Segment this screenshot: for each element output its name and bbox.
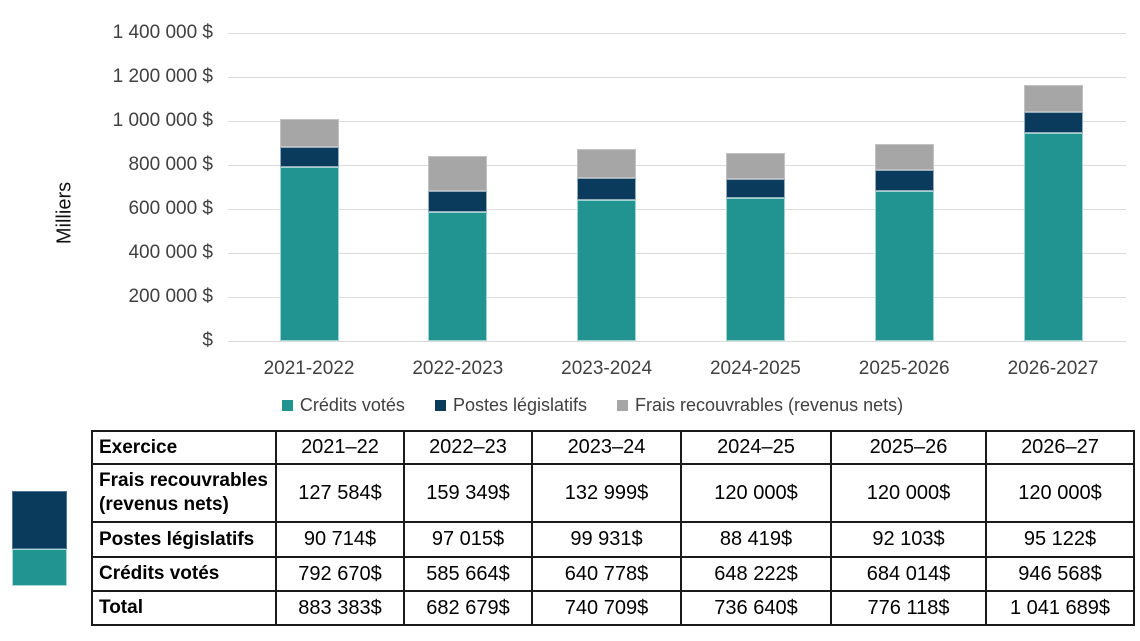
table-value-cell: 736 640$ (680, 590, 832, 626)
x-axis-label: 2022-2023 (412, 358, 504, 379)
bar-segment-postes-l-gislatifs (279, 146, 339, 167)
table-year-header: 2023–24 (531, 430, 682, 465)
legend-swatch-icon (281, 399, 293, 411)
table-row: Total 883 383$ 682 679$ 740 709$ 736 640$ 776… (91, 590, 1135, 626)
bar-segment-postes-l-gislatifs (1023, 111, 1083, 133)
table-value-cell: 682 679$ (403, 590, 533, 626)
table-year-header: 2024–25 (680, 430, 832, 465)
table-value-cell: 120 000$ (830, 463, 987, 523)
table-value-cell: 1 041 689$ (985, 590, 1135, 626)
bar-segment-cr-dits-vot-s (1023, 132, 1083, 341)
table-body: Frais recouvrables (revenus nets) 127 584… (91, 463, 1135, 626)
table-row: Postes législatifs 90 714$ 97 015$ 99 931$ 8… (91, 521, 1135, 558)
bar-segment-cr-dits-vot-s (725, 198, 785, 341)
bar-segment-postes-l-gislatifs (874, 170, 934, 191)
table-value-cell: 88 419$ (680, 521, 832, 558)
table-value-cell: 883 383$ (275, 590, 405, 626)
table-value-cell: 684 014$ (830, 556, 987, 592)
table-value-cell: 792 670$ (275, 556, 405, 592)
table-year-header: 2021–22 (275, 430, 405, 465)
table-corner-cell: Exercice (91, 430, 277, 465)
x-axis-label: 2026-2027 (1007, 358, 1099, 379)
legend-item: Frais recouvrables (revenus nets) (617, 395, 903, 416)
gridline (228, 297, 1126, 298)
table-value-cell: 946 568$ (985, 556, 1135, 592)
table-header-row: Exercice 2021–22 2022–23 2023–24 2024–25 2025… (91, 430, 1135, 465)
bar-segment-cr-dits-vot-s (428, 212, 488, 341)
table-value-cell: 120 000$ (985, 463, 1135, 523)
table-value-cell: 132 999$ (531, 463, 682, 523)
table-value-cell: 640 778$ (531, 556, 682, 592)
bar-segment-frais-recouvrables-revenus-nets (279, 118, 339, 147)
legend-swatch-icon (434, 399, 446, 411)
legend-item: Crédits votés (281, 394, 405, 416)
table-value-cell: 648 222$ (680, 556, 832, 592)
y-tick-label: 400 000 $ (128, 242, 213, 263)
legend-item: Postes législatifs (434, 394, 587, 416)
y-tick-label: 200 000 $ (128, 286, 213, 307)
bar-segment-cr-dits-vot-s (279, 166, 339, 341)
table-value-cell: 740 709$ (531, 590, 682, 626)
bar-segment-postes-l-gislatifs (428, 190, 488, 213)
x-axis-label: 2024-2025 (709, 358, 801, 379)
table-value-cell: 95 122$ (985, 521, 1135, 558)
gridline (228, 341, 1126, 342)
legend-label: Postes législatifs (452, 394, 587, 415)
bar-segment-frais-recouvrables-revenus-nets (428, 155, 488, 191)
table-value-cell: 127 584$ (275, 463, 405, 523)
table-value-cell: 776 118$ (830, 590, 987, 626)
table-row-label: Crédits votés (91, 556, 277, 592)
table-value-cell: 585 664$ (403, 556, 533, 592)
table-row-label: Frais recouvrables (revenus nets) (91, 463, 277, 523)
y-tick-label: 600 000 $ (128, 198, 213, 219)
plot-area (228, 33, 1126, 342)
table-row: Frais recouvrables (revenus nets) 127 584… (91, 463, 1135, 523)
table-row-label: Postes législatifs (91, 521, 277, 558)
x-axis-label: 2021-2022 (263, 358, 355, 379)
y-tick-label: 1 400 000 $ (112, 22, 213, 43)
y-tick-label: 800 000 $ (128, 154, 213, 175)
bar-segment-postes-l-gislatifs (725, 178, 785, 199)
table-value-cell: 97 015$ (403, 521, 533, 558)
table-value-cell: 120 000$ (680, 463, 832, 523)
x-axis-label: 2025-2026 (858, 358, 950, 379)
y-tick-label: 1 200 000 $ (112, 66, 213, 87)
legend-swatch-icon (617, 399, 628, 411)
x-axis-label: 2023-2024 (561, 358, 653, 379)
bar-segment-cr-dits-vot-s (577, 200, 637, 341)
bar-segment-postes-l-gislatifs (577, 178, 637, 201)
bar-segment-frais-recouvrables-revenus-nets (725, 152, 785, 179)
decoration-teal-swatch (12, 549, 67, 586)
table-value-cell: 99 931$ (531, 521, 682, 558)
table-header: Exercice 2021–22 2022–23 2023–24 2024–25 2025… (91, 430, 1135, 465)
gridline (228, 253, 1126, 254)
budget-data-table: Exercice 2021–22 2022–23 2023–24 2024–25 2025… (91, 430, 1135, 626)
chart-legend: Crédits votés Postes législatifs Frais rec… (45, 393, 1140, 417)
legend-label: Crédits votés (299, 394, 405, 415)
gridline (228, 165, 1126, 166)
legend-label: Frais recouvrables (revenus nets) (635, 394, 904, 415)
gridline (228, 209, 1126, 210)
bar-segment-frais-recouvrables-revenus-nets (577, 148, 637, 179)
y-tick-label: $ (202, 330, 213, 351)
decoration-navy-swatch (12, 491, 67, 549)
y-tick-label: 1 000 000 $ (112, 110, 213, 131)
table-value-cell: 90 714$ (275, 521, 405, 558)
table-value-cell: 159 349$ (403, 463, 533, 523)
table-value-cell: 92 103$ (830, 521, 987, 558)
table-year-header: 2026–27 (985, 430, 1135, 465)
bar-segment-frais-recouvrables-revenus-nets (874, 143, 934, 171)
gridline (228, 33, 1126, 34)
gridline (228, 121, 1126, 122)
table-year-header: 2022–23 (403, 430, 533, 465)
table-row-label: Total (91, 590, 277, 626)
table-year-header: 2025–26 (830, 430, 987, 465)
bar-segment-frais-recouvrables-revenus-nets (1023, 85, 1083, 112)
table-row: Crédits votés 792 670$ 585 664$ 640 778$ 648… (91, 556, 1135, 592)
bar-segment-cr-dits-vot-s (874, 190, 934, 341)
gridline (228, 77, 1126, 78)
